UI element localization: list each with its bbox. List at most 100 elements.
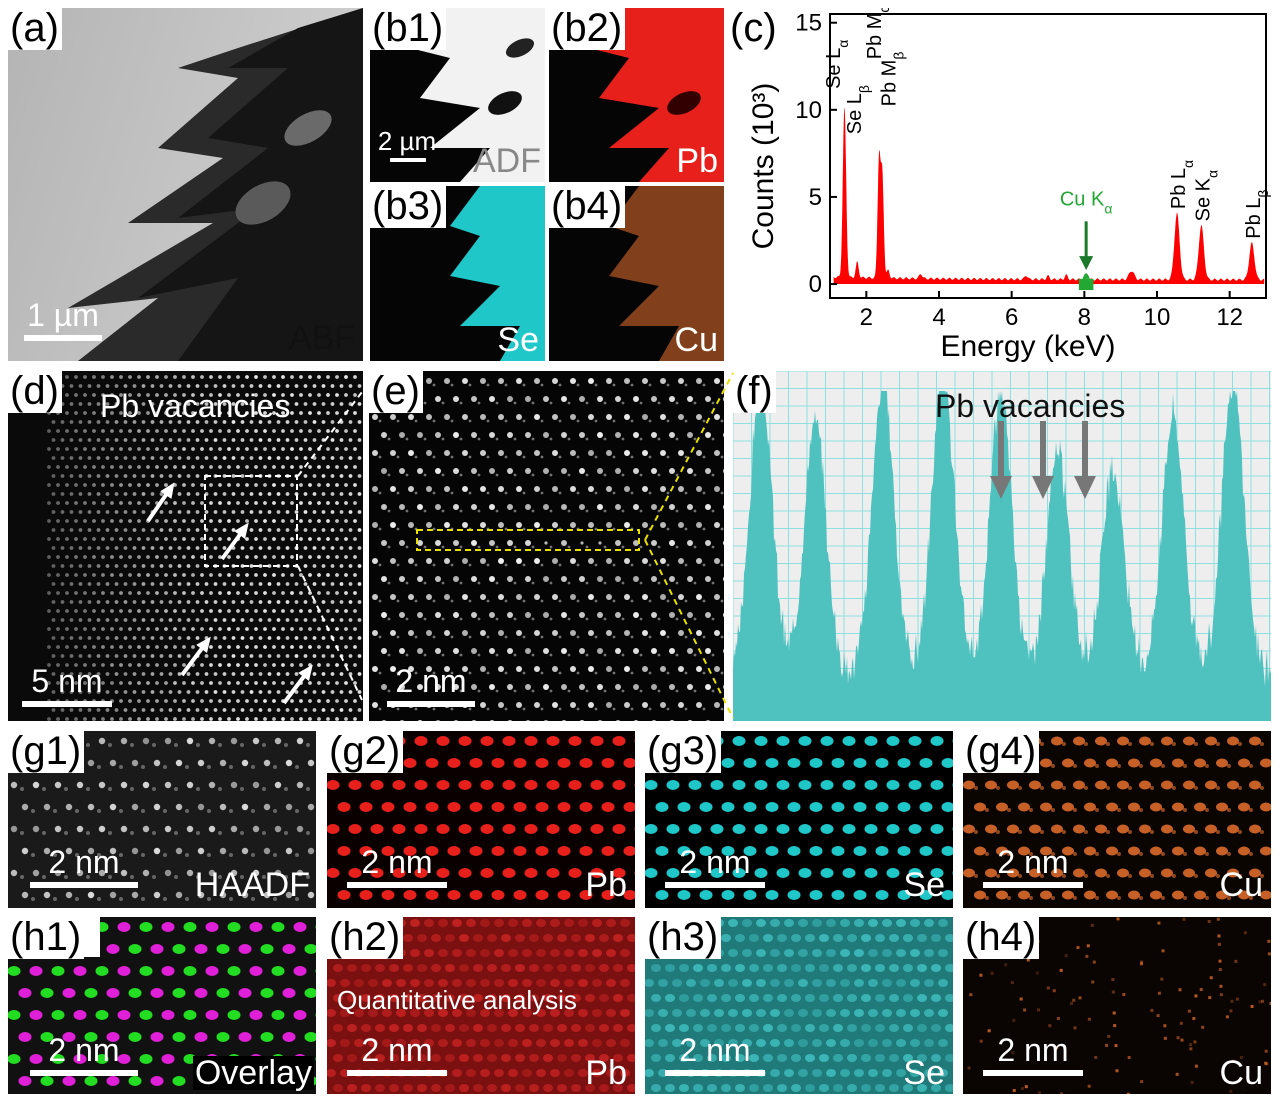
- scale-bar: 2 nm: [347, 846, 447, 888]
- element-label: Se: [903, 1054, 945, 1092]
- element-label: Pb: [585, 866, 627, 904]
- scale-bar-line: [30, 882, 138, 888]
- panel-b2-pb-map: (b2) Pb: [549, 8, 724, 182]
- scale-bar-text: 2 nm: [361, 1032, 433, 1068]
- panel-g2-pb-atomic-map: (g2) Pb 2 nm: [327, 731, 635, 908]
- element-label: Cu: [1219, 1054, 1263, 1092]
- zoom-region-box: [204, 475, 298, 567]
- modality-label: HAADF: [194, 866, 310, 904]
- scale-bar-line: [22, 701, 112, 707]
- panel-tag: (g4): [963, 731, 1040, 773]
- y-tick-label: 15: [795, 10, 822, 37]
- annotation-label: Pb vacancies: [100, 388, 291, 424]
- panel-b4-cu-map: (b4) Cu: [549, 186, 724, 361]
- panel-tag: (h1): [8, 917, 85, 959]
- modality-label: ABF: [288, 319, 355, 357]
- element-label: Cu: [674, 321, 718, 359]
- scale-bar-text: 5 nm: [31, 663, 103, 699]
- panel-b3-se-map: (b3) Se: [370, 186, 545, 361]
- panel-c-eds-spectrum: 2 4 6 8 10 12 0 5 10 15 Energy (keV) Counts (10³) Se…: [728, 8, 1276, 364]
- scale-bar-text: 1 µm: [27, 297, 99, 333]
- peak-label: Se Lβ: [844, 85, 872, 134]
- scale-bar-line: [30, 1070, 138, 1076]
- scale-bar-line: [983, 882, 1083, 888]
- scale-bar: 2 nm: [30, 1034, 138, 1076]
- x-tick-label: 6: [1005, 304, 1018, 331]
- scale-bar-line: [390, 158, 426, 162]
- scale-bar-line: [347, 882, 447, 888]
- panel-tag: (h3): [645, 917, 722, 959]
- scale-bar-text: 2 nm: [679, 1032, 751, 1068]
- se-quantitative-map: [645, 917, 953, 1094]
- scale-bar: 2 µm: [372, 128, 442, 162]
- scale-bar-text: 2 nm: [679, 844, 751, 880]
- x-tick-label: 8: [1078, 304, 1091, 331]
- panel-tag: (g3): [645, 731, 722, 773]
- scale-bar: 2 nm: [983, 846, 1083, 888]
- scale-bar: 2 nm: [347, 1034, 447, 1076]
- panel-f-intensity-profile: (f) Pb vacancies: [733, 371, 1271, 721]
- intensity-profile-plot: [733, 371, 1271, 721]
- peak-label: Pb Mα: [864, 8, 892, 59]
- panel-tag: (b3): [370, 186, 447, 228]
- panel-e-haadf-zoom: (e) 2 nm: [369, 371, 724, 721]
- profile-line-box: [416, 529, 640, 551]
- element-label: Se: [903, 866, 945, 904]
- panel-tag: (a): [8, 8, 62, 50]
- adf-micrograph: [370, 8, 545, 182]
- peak-label: Se Kα: [1192, 170, 1220, 221]
- panel-h4-cu-quant: (h4) Cu 2 nm: [963, 917, 1271, 1094]
- panel-tag: (b1): [370, 8, 447, 50]
- annotation-label: Pb vacancies: [935, 388, 1126, 424]
- intensity-profile-area: [733, 391, 1271, 721]
- panel-h3-se-quant: (h3) Se 2 nm: [645, 917, 953, 1094]
- x-tick-label: 4: [932, 304, 945, 331]
- peak-label-cu-k: Cu Kα: [1060, 189, 1113, 217]
- panel-tag: (b2): [549, 8, 626, 50]
- panel-tag: (b4): [549, 186, 626, 228]
- scale-bar-text: 2 µm: [377, 126, 437, 156]
- peak-label: Se Lα: [823, 40, 851, 89]
- scale-bar: 2 nm: [665, 846, 765, 888]
- cu-region: [609, 186, 724, 361]
- y-tick-label: 5: [809, 184, 822, 211]
- x-tick-label: 12: [1216, 304, 1243, 331]
- y-axis-label: Counts (10³): [747, 83, 780, 250]
- scale-bar-line: [665, 1070, 765, 1076]
- scale-bar: 2 nm: [387, 665, 475, 707]
- scale-bar: 5 nm: [22, 665, 112, 707]
- panel-tag: (c): [728, 8, 780, 50]
- quantitative-analysis-note: Quantitative analysis: [337, 985, 577, 1015]
- element-label: Cu: [1219, 866, 1263, 904]
- scale-bar-text: 2 nm: [997, 1032, 1069, 1068]
- panel-tag: (d): [8, 371, 62, 413]
- element-label: Pb: [585, 1054, 627, 1092]
- scale-bar: 2 nm: [30, 846, 138, 888]
- modality-label: Overlay: [192, 1054, 314, 1092]
- x-tick-label: 2: [860, 304, 873, 331]
- cu-peak-highlight: [1078, 278, 1094, 291]
- modality-label: ADF: [473, 142, 541, 180]
- x-axis-label: Energy (keV): [940, 330, 1115, 363]
- x-tick-label: 10: [1144, 304, 1171, 331]
- panel-g1-haadf: (g1) HAADF 2 nm: [8, 731, 316, 908]
- scale-bar: 1 µm: [24, 299, 102, 341]
- panel-tag: (h4): [963, 917, 1040, 959]
- se-elemental-map: [370, 186, 545, 361]
- scale-bar-text: 2 nm: [997, 844, 1069, 880]
- scale-bar-line: [387, 701, 475, 707]
- panel-a-abf-image: (a) ABF 1 µm: [8, 8, 363, 361]
- panel-tag: (g1): [8, 731, 85, 773]
- panel-tag: (h2): [327, 917, 404, 959]
- scale-bar-line: [24, 335, 102, 341]
- panel-d-haadf-image: (d) Pb vacancies 5 nm: [8, 371, 363, 721]
- scale-bar-line: [983, 1070, 1083, 1076]
- scale-bar-text: 2 nm: [48, 844, 120, 880]
- y-tick-label: 10: [795, 97, 822, 124]
- se-region: [450, 186, 545, 361]
- panel-b1-adf-image: (b1) ADF 2 µm: [370, 8, 545, 182]
- element-label: Se: [497, 321, 539, 359]
- panel-g3-se-atomic-map: (g3) Se 2 nm: [645, 731, 953, 908]
- y-tick-label: 0: [809, 271, 822, 298]
- element-label: Pb: [676, 142, 718, 180]
